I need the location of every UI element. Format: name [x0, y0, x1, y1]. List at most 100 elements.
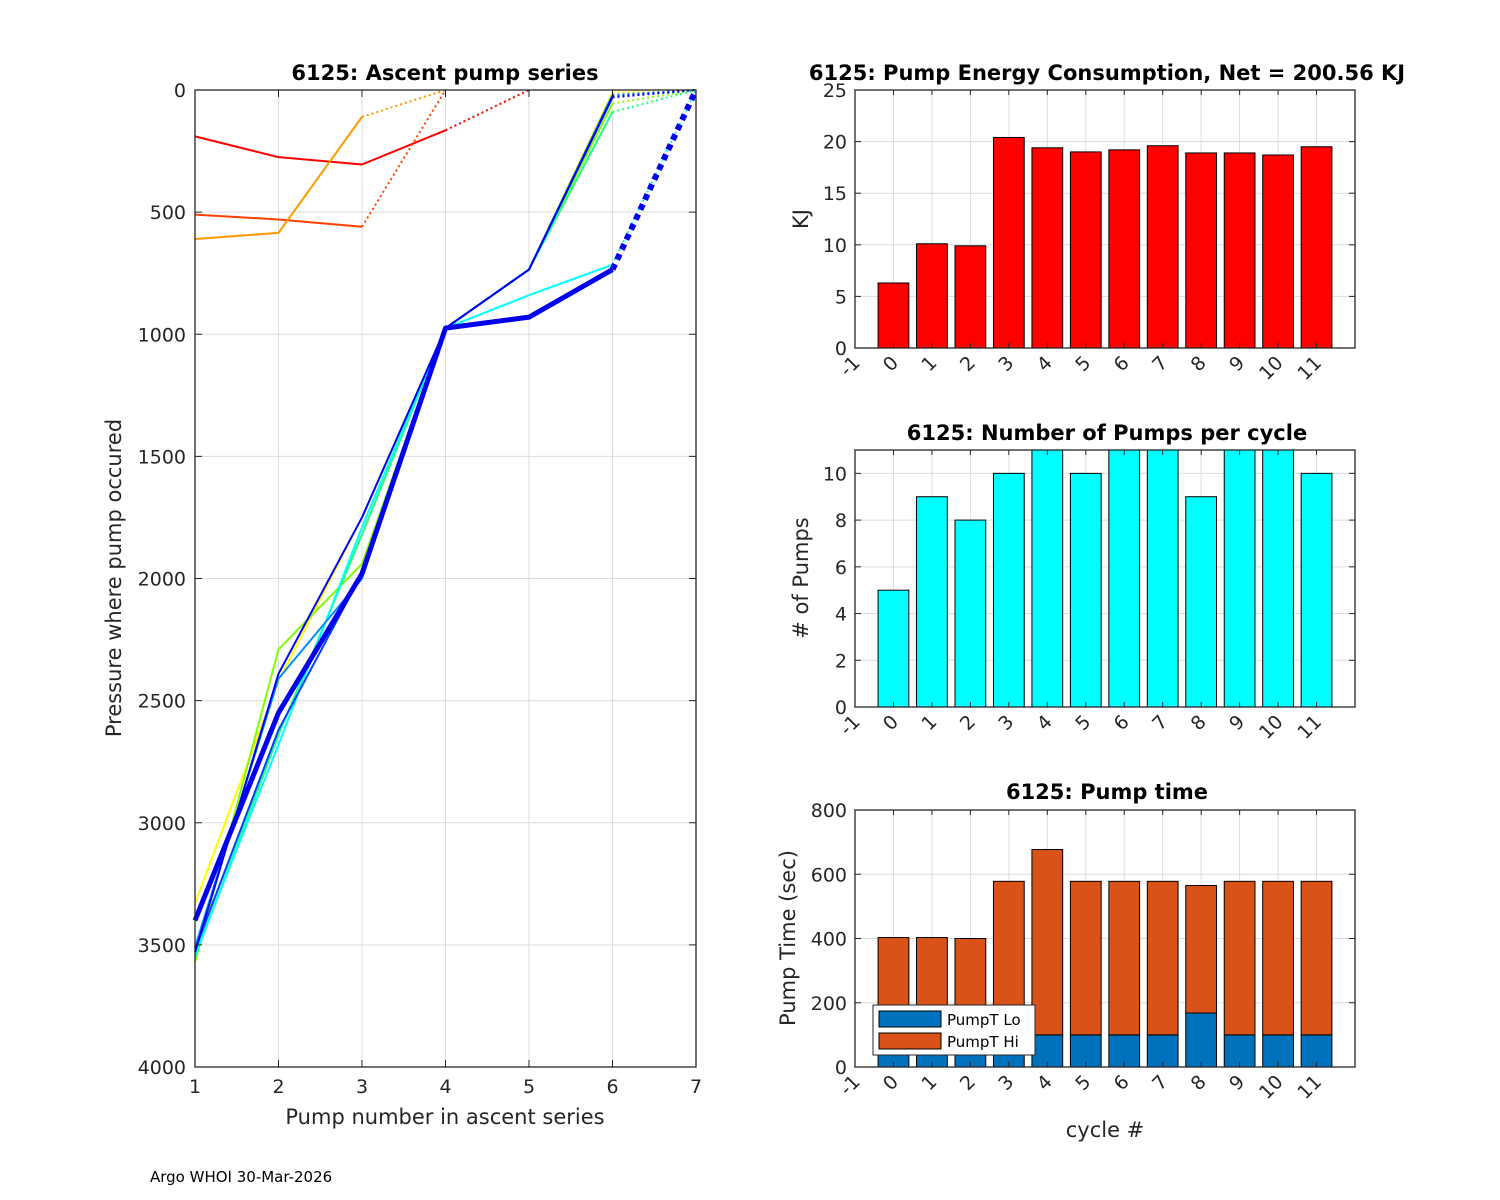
ascent-pump-chart: 1 2 3 4 5 6 7 0 500 1000 1500 2000 2500 3000 3500 4000… — [102, 61, 702, 1129]
energy-x-tick-label: 3 — [994, 352, 1018, 376]
ascent-series-line — [194, 129, 446, 166]
pumptime-bar-segment — [1223, 880, 1256, 1036]
pumps-x-tick-label: 11 — [1293, 711, 1326, 744]
ascent-series-line — [192, 267, 614, 922]
legend-swatch-pumpt-hi — [878, 1032, 942, 1050]
pumptime-bar-segment — [1031, 849, 1064, 1036]
pumps-bar — [1069, 472, 1102, 708]
pumps-x-tick-label: 4 — [1033, 711, 1057, 735]
pumps-bars — [877, 449, 1333, 708]
pumptime-x-tick-label: 6 — [1110, 1071, 1134, 1095]
pumptime-bar-segment — [1069, 880, 1102, 1036]
pumptime-axes-frame — [854, 809, 1356, 1068]
ascent-x-tick-label: 2 — [272, 1076, 284, 1098]
pumptime-x-tick-label: 1 — [917, 1071, 941, 1095]
pumptime-x-tick-label: 0 — [879, 1071, 903, 1095]
ascent-series-dotted — [361, 89, 446, 118]
ascent-series-line — [194, 96, 614, 953]
legend-swatch-pumpt-lo — [878, 1010, 942, 1028]
energy-bar — [916, 243, 948, 349]
energy-y-tick-label: 0 — [835, 338, 847, 360]
energy-y-tick-label: 25 — [823, 80, 847, 102]
pumptime-x-tick-label: 4 — [1033, 1071, 1057, 1095]
energy-x-tick-label: 11 — [1293, 352, 1326, 385]
pumps-x-tick-label: 9 — [1225, 711, 1249, 735]
ascent-series-line — [194, 116, 363, 240]
pumptime-bar-segment — [1108, 880, 1141, 1036]
energy-bar — [1262, 154, 1294, 349]
pumptime-x-tick-labels: -1 0 1 2 3 4 5 6 7 8 9 10 11 — [836, 1071, 1326, 1104]
pumptime-x-tick-label: 9 — [1225, 1071, 1249, 1095]
pumptime-y-tick-label: 800 — [811, 800, 847, 822]
pumptime-legend[interactable]: PumpT Lo PumpT Hi — [872, 1004, 1036, 1056]
energy-bar — [1146, 145, 1179, 349]
energy-x-tick-label: 7 — [1148, 352, 1172, 376]
pumptime-x-tick-label: 2 — [956, 1071, 980, 1095]
pumptime-x-tick-label: 7 — [1148, 1071, 1172, 1095]
energy-x-tick-label: 6 — [1110, 352, 1134, 376]
ascent-x-tick-label: 5 — [523, 1076, 535, 1098]
energy-y-tick-label: 10 — [823, 235, 847, 257]
ascent-y-label: Pressure where pump occured — [102, 419, 126, 737]
pumps-x-tick-label: 5 — [1071, 711, 1095, 735]
pumps-bar — [992, 472, 1025, 708]
energy-bar — [1069, 151, 1102, 349]
energy-x-tick-label: 8 — [1187, 352, 1211, 376]
energy-x-tick-label: 2 — [956, 352, 980, 376]
pumps-x-tick-label: 6 — [1110, 711, 1134, 735]
energy-x-tick-label: 5 — [1071, 352, 1095, 376]
pumps-bar — [1031, 449, 1064, 708]
energy-bar — [1223, 152, 1256, 349]
energy-y-tick-label: 20 — [823, 132, 847, 154]
pumptime-bar-segment — [1300, 1034, 1333, 1068]
energy-frame-rect — [854, 89, 1356, 349]
pumptime-bar-segment — [1185, 1012, 1218, 1068]
ascent-y-tick-label: 500 — [150, 202, 186, 224]
pumps-y-tick-label: 10 — [823, 463, 847, 485]
pumps-bar — [1108, 449, 1141, 708]
pumptime-bar-segment — [1300, 880, 1333, 1036]
ascent-y-tick-label: 1000 — [138, 324, 186, 346]
pumptime-y-label: Pump Time (sec) — [776, 850, 800, 1026]
energy-y-tick-label: 15 — [823, 183, 847, 205]
pumps-y-tick-label: 0 — [835, 697, 847, 719]
ascent-y-tick-label: 2500 — [138, 691, 186, 713]
pumps-x-tick-label: 10 — [1255, 711, 1288, 744]
ascent-x-tick-label: 7 — [690, 1076, 702, 1098]
ascent-frame-rect — [194, 89, 697, 1068]
pumps-x-tick-label: 0 — [879, 711, 903, 735]
pumptime-bar-segment — [1031, 1034, 1064, 1068]
energy-bar — [1108, 149, 1141, 349]
pumptime-y-tick-label: 0 — [835, 1057, 847, 1079]
legend-label-pumpt-hi: PumpT Hi — [947, 1033, 1019, 1051]
ascent-y-tick-label: 3500 — [138, 935, 186, 957]
pumps-y-tick-label: 6 — [835, 557, 847, 579]
pumps-y-tick-label: 4 — [835, 604, 847, 626]
ascent-x-tick-labels: 1 2 3 4 5 6 7 — [189, 1076, 702, 1098]
pumptime-frame-rect — [854, 809, 1356, 1068]
ascent-series-dotted — [612, 89, 697, 94]
ascent-series-line — [194, 263, 613, 956]
pumps-y-label: # of Pumps — [789, 517, 813, 639]
energy-bar — [877, 282, 910, 349]
pumps-x-tick-label: 1 — [917, 711, 941, 735]
energy-x-tick-label: 1 — [917, 352, 941, 376]
energy-bar — [1185, 152, 1218, 349]
pumptime-x-tick-label: 3 — [994, 1071, 1018, 1095]
ascent-series-dotted — [612, 89, 697, 105]
pumptime-bar-segment — [1262, 880, 1294, 1036]
ascent-series-line — [194, 94, 614, 948]
pumps-title: 6125: Number of Pumps per cycle — [907, 421, 1307, 445]
energy-bar — [1300, 146, 1333, 349]
pumps-y-tick-label: 8 — [835, 510, 847, 532]
energy-bar — [1031, 147, 1064, 349]
pumps-bar — [1300, 472, 1333, 708]
ascent-x-tick-label: 6 — [606, 1076, 618, 1098]
pumps-x-tick-label: 8 — [1187, 711, 1211, 735]
ascent-series-line — [194, 95, 614, 951]
pumptime-x-tick-label: 11 — [1293, 1071, 1326, 1104]
energy-bar — [954, 245, 987, 349]
